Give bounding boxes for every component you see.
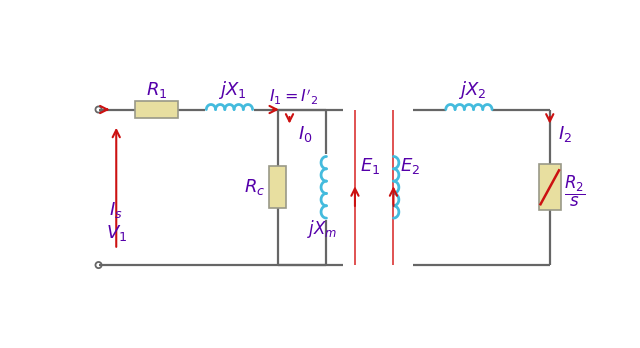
Text: $E_1$: $E_1$: [360, 156, 380, 176]
Text: $jX_m$: $jX_m$: [307, 218, 337, 240]
Text: $I_s$: $I_s$: [109, 200, 123, 220]
Bar: [539, 164, 561, 211]
Text: $jX_1$: $jX_1$: [218, 79, 246, 101]
Text: $I_0$: $I_0$: [298, 124, 312, 144]
Text: $E_2$: $E_2$: [401, 156, 420, 176]
Bar: [269, 166, 287, 208]
Text: $I_2$: $I_2$: [558, 124, 572, 144]
Text: $R_c$: $R_c$: [244, 177, 266, 197]
Text: $jX_2$: $jX_2$: [458, 79, 486, 101]
Text: $R_1$: $R_1$: [145, 79, 167, 100]
Bar: [135, 101, 178, 118]
Text: $\dfrac{R_2}{s}$: $\dfrac{R_2}{s}$: [564, 174, 586, 209]
Text: $I_1= I'_2$: $I_1= I'_2$: [269, 86, 318, 106]
Text: $V_1$: $V_1$: [106, 223, 127, 244]
